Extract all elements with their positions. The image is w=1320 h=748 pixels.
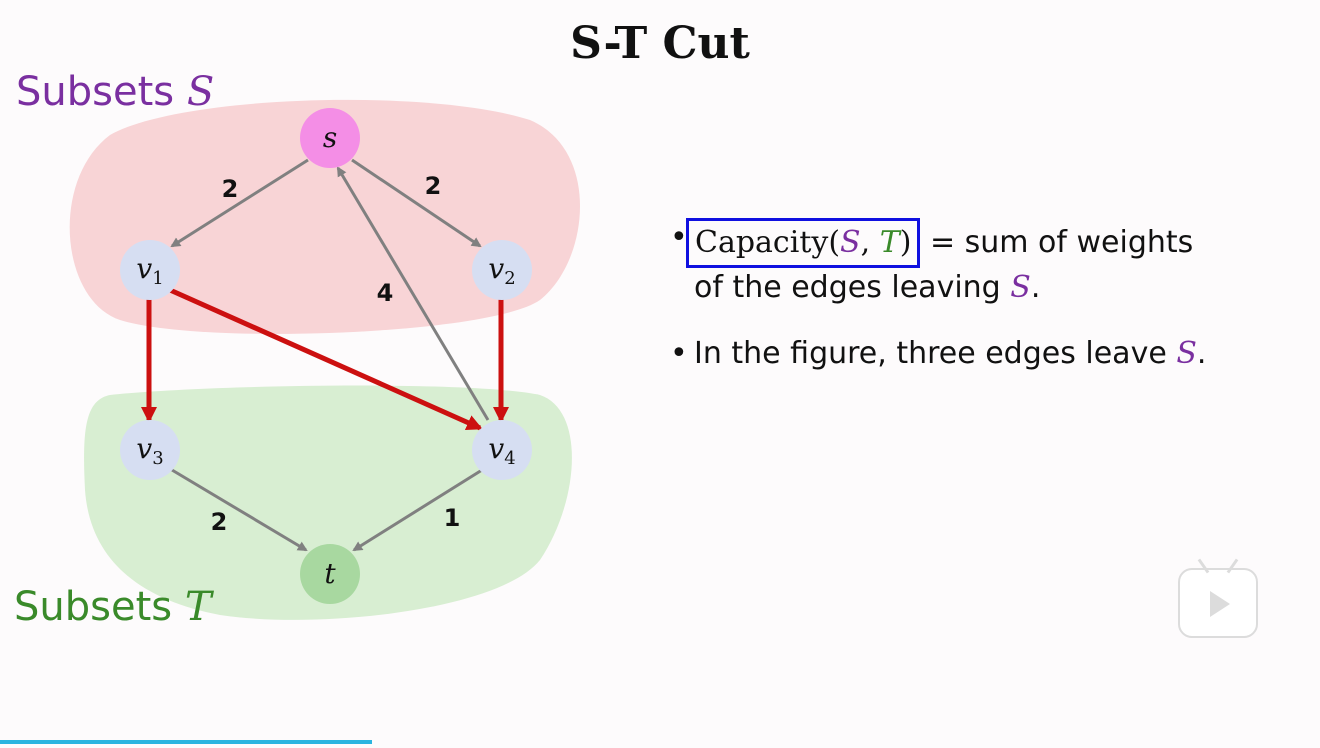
node-v4-label: v (488, 432, 504, 465)
weight-s-v1: 2 (222, 175, 239, 203)
svg-text:v2: v2 (488, 252, 515, 289)
node-v4-sub: 4 (504, 448, 515, 469)
subsets-t-label: Subsets T (14, 584, 215, 630)
node-v2: v2 (472, 240, 532, 300)
capacity-close: ) (899, 225, 912, 260)
node-v3: v3 (120, 420, 180, 480)
svg-text:v4: v4 (488, 432, 515, 469)
edge-v4-t (352, 468, 483, 552)
capacity-line2-s-symbol: S (1010, 270, 1031, 305)
capacity-line2-end: . (1030, 270, 1041, 305)
capacity-s-symbol: S (840, 225, 861, 260)
region-t (84, 385, 572, 620)
subsets-s-symbol: S (187, 69, 214, 115)
bullet-dot: • (670, 336, 688, 371)
three-edges-text: In the figure, three edges leave (694, 336, 1177, 371)
node-v1-sub: 1 (152, 268, 163, 289)
bullet-capacity: • Capacity(S, T) = sum of weights of the… (670, 218, 1310, 308)
svg-text:v3: v3 (136, 432, 163, 469)
svg-text:v1: v1 (136, 252, 163, 289)
node-v4: v4 (472, 420, 532, 480)
edge-s-v2 (351, 158, 482, 248)
subsets-s-label: Subsets S (16, 69, 214, 115)
video-progress-bar[interactable] (0, 740, 372, 744)
weight-v4-t: 1 (444, 504, 461, 532)
capacity-definition: = sum of weights (920, 225, 1194, 260)
bullet-three-edges: • In the figure, three edges leave S. (670, 334, 1310, 374)
node-s-label: s (323, 121, 337, 154)
three-edges-end: . (1196, 336, 1207, 371)
node-t-label: t (324, 557, 336, 590)
weight-s-v2: 2 (425, 172, 442, 200)
edge-s-v1 (170, 158, 309, 248)
weight-v4-s: 4 (377, 279, 394, 307)
st-cut-diagram: 2 2 4 2 1 s v1 v2 v3 v4 t Subsets S Subs… (14, 69, 580, 630)
three-edges-s-symbol: S (1176, 336, 1197, 371)
capacity-t-symbol: T (879, 225, 900, 260)
play-icon-ear-right (1226, 558, 1239, 574)
capacity-comma: , (860, 225, 880, 260)
subsets-t-symbol: T (185, 584, 215, 630)
bullet-dot: • (670, 220, 688, 255)
node-t: t (300, 544, 360, 604)
node-v2-sub: 2 (504, 268, 515, 289)
capacity-word: Capacity( (695, 225, 841, 260)
bilibili-play-icon[interactable] (1178, 558, 1258, 638)
edge-v3-t (171, 468, 308, 552)
node-s: s (300, 108, 360, 168)
node-v1-label: v (136, 252, 152, 285)
edge-v4-s (336, 166, 490, 421)
bullet-list: • Capacity(S, T) = sum of weights of the… (670, 218, 1310, 400)
edge-v1-v4 (168, 287, 483, 431)
slide-title: S-T Cut (570, 18, 750, 69)
capacity-highlight-box: Capacity(S, T) (686, 218, 921, 268)
play-icon-ear-left (1197, 558, 1210, 574)
node-v3-label: v (136, 432, 152, 465)
subsets-t-text: Subsets (14, 584, 185, 630)
play-triangle-icon (1210, 591, 1230, 617)
node-v3-sub: 3 (152, 448, 163, 469)
capacity-line2: of the edges leaving (694, 270, 1011, 305)
weight-v3-t: 2 (211, 508, 228, 536)
node-v2-label: v (488, 252, 504, 285)
node-v1: v1 (120, 240, 180, 300)
subsets-s-text: Subsets (16, 69, 187, 115)
region-s (69, 99, 580, 334)
